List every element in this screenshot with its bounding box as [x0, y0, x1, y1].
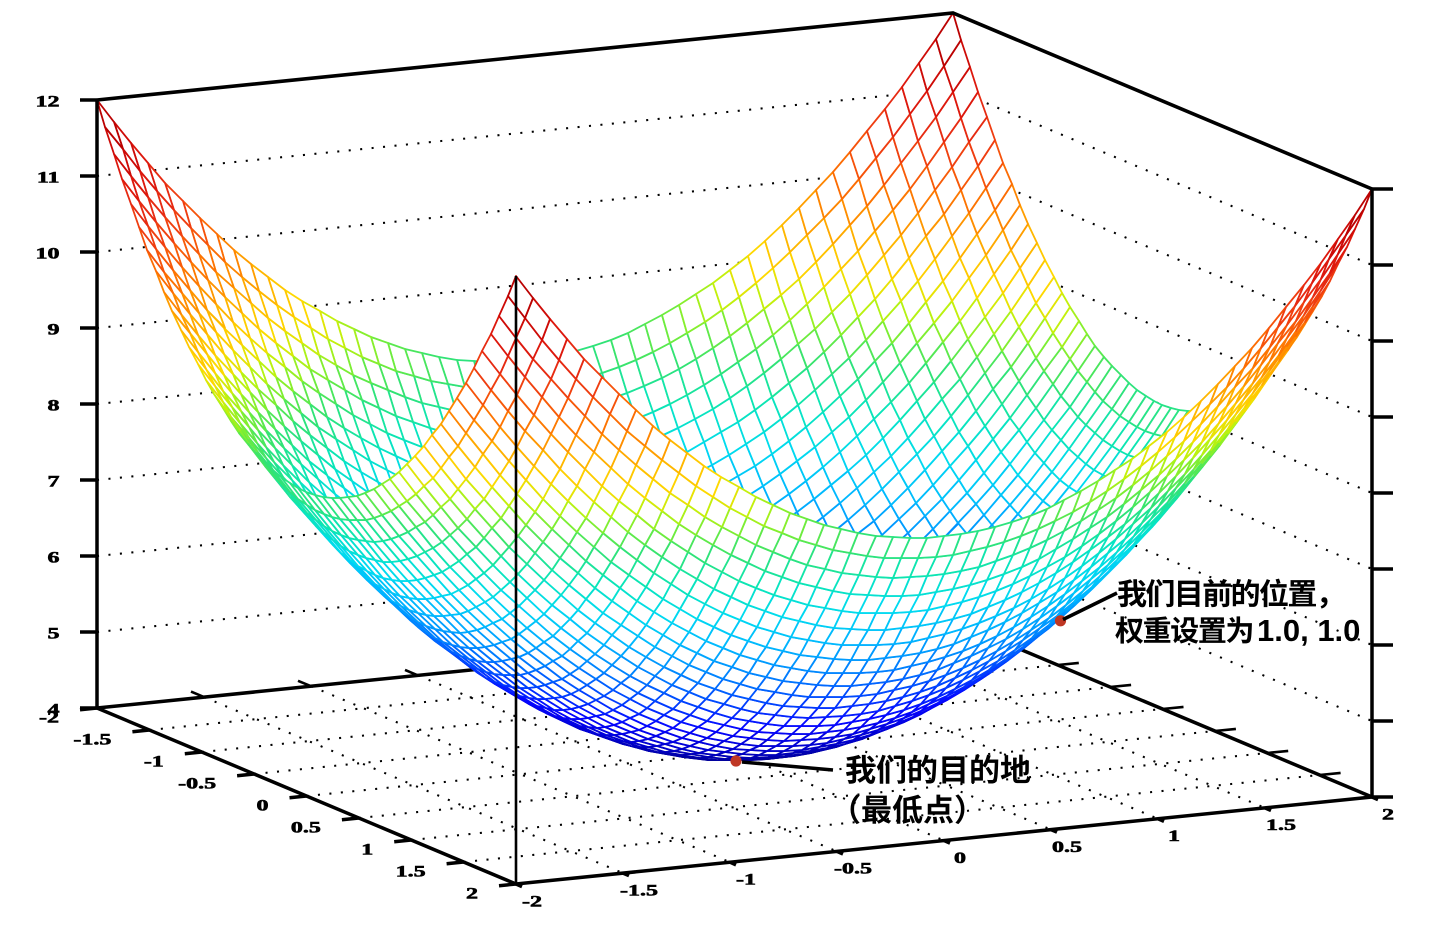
svg-text:-2: -2: [39, 709, 59, 726]
svg-text:0.5: 0.5: [1052, 839, 1082, 856]
svg-text:2: 2: [1382, 806, 1394, 823]
svg-text:-0.5: -0.5: [178, 775, 216, 792]
svg-text:8: 8: [48, 397, 60, 414]
svg-text:2: 2: [466, 885, 478, 902]
svg-text:-0.5: -0.5: [834, 860, 872, 877]
svg-text:-1.5: -1.5: [620, 882, 658, 899]
svg-text:12: 12: [36, 93, 60, 110]
svg-text:1.5: 1.5: [396, 863, 426, 880]
svg-text:-1: -1: [736, 871, 756, 888]
svg-text:0: 0: [257, 797, 269, 814]
svg-text:-1: -1: [144, 753, 164, 770]
svg-text:1: 1: [1168, 828, 1180, 845]
svg-text:10: 10: [36, 245, 60, 262]
svg-text:11: 11: [37, 169, 60, 186]
svg-text:4: 4: [48, 701, 60, 718]
svg-text:6: 6: [48, 549, 60, 566]
svg-text:7: 7: [48, 473, 60, 490]
svg-text:1: 1: [361, 841, 373, 858]
svg-text:5: 5: [48, 625, 60, 642]
svg-text:9: 9: [48, 321, 60, 338]
svg-text:-2: -2: [522, 893, 542, 910]
svg-text:0.5: 0.5: [291, 819, 321, 836]
svg-text:0: 0: [954, 849, 966, 866]
svg-text:-1.5: -1.5: [73, 731, 111, 748]
svg-text:1.5: 1.5: [1266, 817, 1296, 834]
svg-text:1.0, 1.0: 1.0, 1.0: [1257, 613, 1360, 648]
